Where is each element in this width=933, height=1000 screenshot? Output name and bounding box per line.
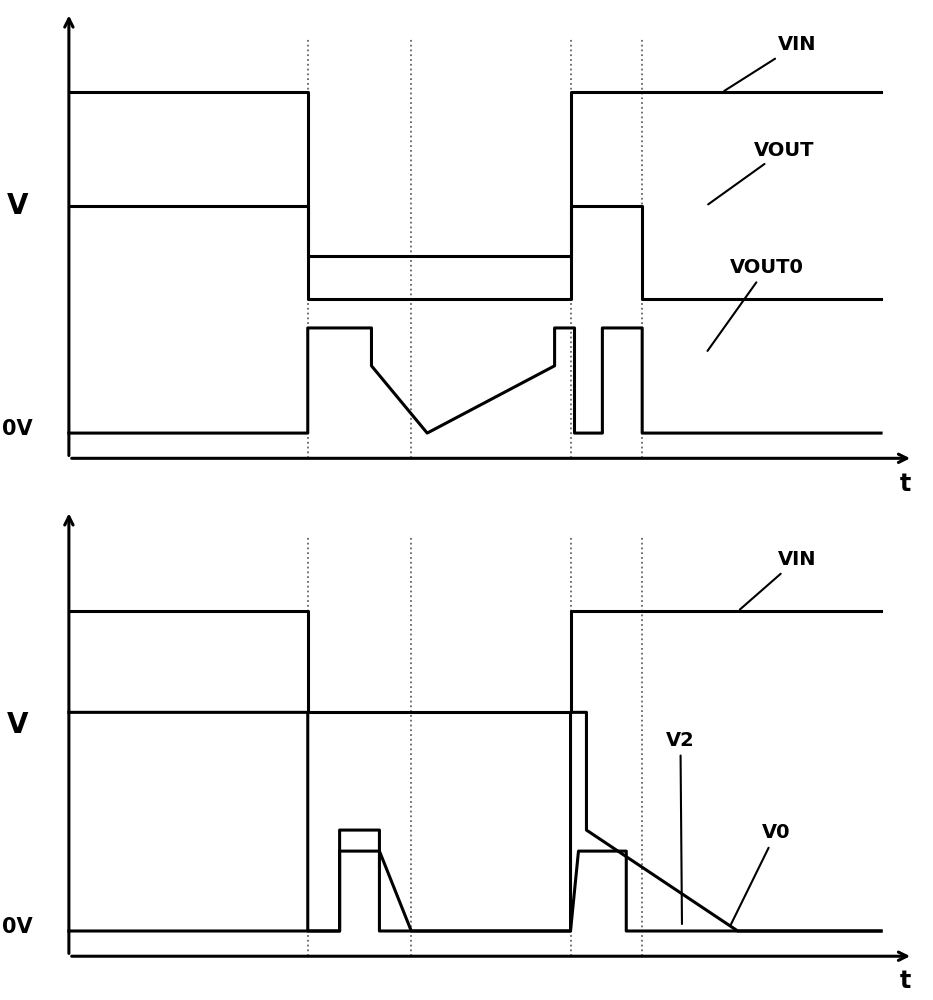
Text: VIN: VIN <box>724 35 816 91</box>
Text: t: t <box>899 472 911 496</box>
Text: V: V <box>7 711 28 739</box>
Text: VOUT: VOUT <box>708 141 815 204</box>
Text: t: t <box>899 969 911 993</box>
Text: V0: V0 <box>731 823 790 924</box>
Text: 0V: 0V <box>2 917 33 937</box>
Text: VOUT0: VOUT0 <box>707 258 803 351</box>
Text: V2: V2 <box>666 731 695 924</box>
Text: V: V <box>7 192 28 220</box>
Text: 0V: 0V <box>2 419 33 439</box>
Text: VIN: VIN <box>740 550 816 610</box>
